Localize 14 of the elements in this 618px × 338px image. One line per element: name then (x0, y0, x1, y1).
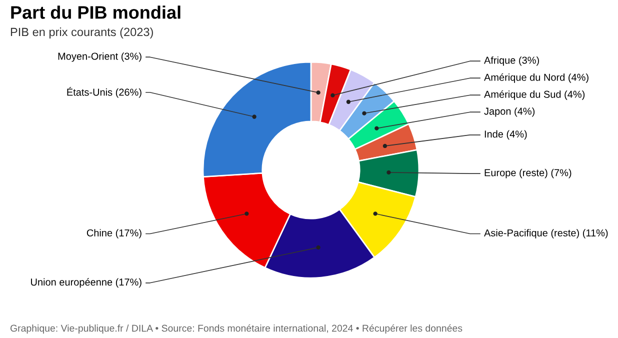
slice-label: Union européenne (17%) (31, 278, 142, 288)
slice-label: États-Unis (26%) (67, 86, 142, 98)
chart-title: Part du PIB mondial (11, 6, 180, 19)
chart-subtitle: PIB en prix courants (2023) (10, 28, 153, 38)
slice-label: Asie-Pacifique (reste) (11%) (484, 229, 608, 238)
slice-label: Japon (4%) (484, 107, 535, 117)
slice-label: Europe (reste) (7%) (484, 168, 572, 178)
slice-label: Amérique du Sud (4%) (484, 90, 585, 100)
slice-label: Chine (17%) (86, 229, 142, 238)
text: Graphique: Vie-publique.fr / DILA • Source: Fonds monétaire international, 2024 • Récupérer les données (10, 324, 462, 334)
slice-label: Afrique (3%) (484, 56, 539, 66)
slice-label: Inde (4%) (484, 130, 527, 140)
slice-label: Amérique du Nord (4%) (484, 73, 588, 83)
slice-label: Moyen-Orient (3%) (58, 52, 142, 62)
